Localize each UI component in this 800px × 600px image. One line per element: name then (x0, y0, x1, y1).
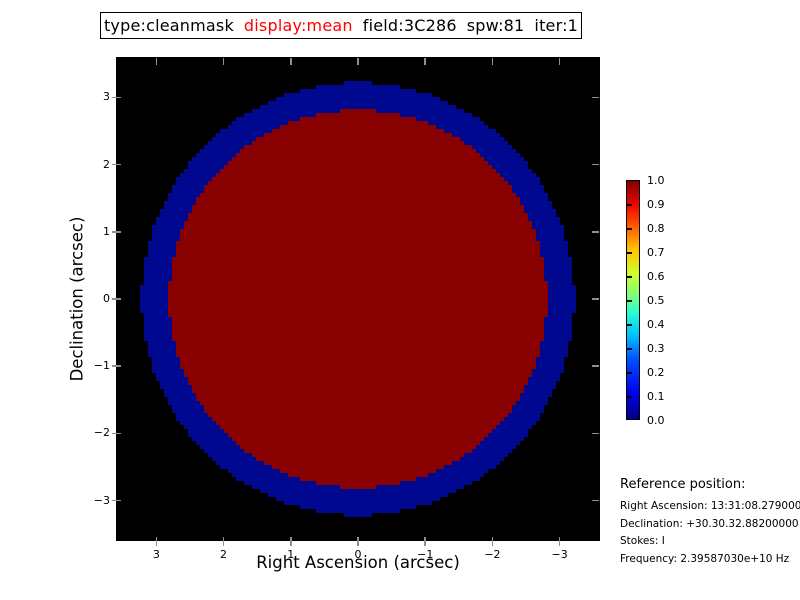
x-axis-tick-bottom (357, 537, 359, 546)
y-axis-tick-left (112, 96, 121, 99)
colorbar-tick (625, 228, 632, 230)
x-axis-tick-bottom (558, 537, 561, 546)
y-axis-tick-right (592, 298, 599, 300)
x-axis-tick-bottom (491, 537, 494, 546)
x-tick-label: 3 (152, 548, 160, 561)
y-axis-tick-left (112, 163, 121, 166)
reference-heading: Reference position: (620, 477, 746, 492)
colorbar-tick-label: 0.2 (647, 366, 665, 379)
title-segment: iter:1 (534, 16, 579, 35)
reference-line: Right Ascension: 13:31:08.27900000 (620, 500, 800, 512)
y-tick-label: 2 (103, 157, 110, 171)
title-segment: field:3C286 (362, 16, 457, 35)
x-axis-tick-top (424, 58, 427, 65)
y-axis-tick-left (112, 298, 121, 300)
reference-line: Frequency: 2.39587030e+10 Hz (620, 552, 790, 565)
plot-area: 3 2 1 0 −1 −2 −3 3 2 1 0 −1 −2 −3 (94, 57, 600, 561)
colorbar-tick (625, 204, 632, 206)
colorbar-tick-label: 0.8 (647, 222, 665, 235)
colorbar-tick (625, 300, 632, 302)
y-axis-tick-right (592, 432, 599, 435)
reference-line: Declination: +30.30.32.88200000 (620, 517, 799, 530)
x-tick-label: −2 (484, 548, 501, 561)
y-axis-tick-left (112, 499, 121, 502)
y-tick-label: 1 (103, 224, 110, 238)
colorbar-tick (625, 372, 632, 374)
x-axis-tick-top (558, 58, 561, 65)
y-tick-label: 0 (103, 292, 110, 305)
image-canvas (116, 57, 600, 541)
y-tick-label: 3 (103, 90, 110, 104)
colorbar-tick-label: 0.0 (647, 414, 665, 427)
title-segment: type:cleanmask (103, 16, 234, 35)
x-axis-tick-top (357, 58, 359, 65)
x-tick-label: 2 (220, 548, 228, 561)
title-segment: display:mean (243, 16, 353, 35)
colorbar-tick-label: 0.9 (647, 198, 665, 211)
y-axis-tick-right (592, 230, 599, 233)
x-axis-tick-bottom (424, 537, 427, 546)
y-tick-label: −1 (93, 359, 110, 373)
colorbar-tick-label: 0.3 (647, 342, 665, 355)
x-tick-label: 1 (287, 548, 295, 561)
y-tick-label: −3 (93, 493, 110, 507)
colorbar-tick (625, 276, 632, 278)
y-axis-tick-right (592, 499, 599, 502)
x-axis-label: Right Ascension (arcsec) (256, 553, 460, 572)
y-axis-label: Declination (arcsec) (67, 216, 87, 382)
colorbar-tick (625, 396, 632, 398)
y-axis-tick-right (592, 365, 599, 368)
colorbar-tick-label: 0.4 (647, 318, 665, 331)
reference-line: Stokes: I (620, 535, 665, 547)
title-box: type:cleanmask display:mean field:3C286 spw… (100, 12, 582, 39)
x-tick-label: −1 (417, 548, 434, 561)
title-segment: spw:81 (466, 16, 525, 35)
x-axis-tick-bottom (155, 537, 158, 546)
y-axis-tick-left (112, 432, 121, 435)
colorbar-tick (625, 252, 632, 254)
colorbar-tick-label: 0.6 (647, 270, 665, 283)
x-axis-tick-top (289, 58, 292, 65)
y-axis-tick-right (592, 163, 599, 166)
colorbar-tick-label: 0.5 (647, 294, 665, 307)
colorbar-tick-label: 0.1 (647, 390, 665, 403)
y-axis-tick-left (112, 365, 121, 368)
y-axis-tick-right (592, 96, 599, 99)
x-axis-tick-bottom (289, 537, 292, 546)
y-axis-tick-left (112, 230, 121, 233)
reference-position-block: Reference position: Right Ascension: 13:… (620, 477, 800, 570)
x-axis-tick-top (222, 58, 225, 65)
colorbar-tick (625, 348, 632, 350)
x-tick-label: −3 (551, 548, 568, 561)
x-axis-tick-top (155, 58, 158, 65)
colorbar: 0.0 0.1 0.2 0.3 0.4 0.5 0.6 0.7 0.8 0.9 1.0 (625, 174, 665, 427)
colorbar-tick-label: 0.7 (647, 246, 665, 259)
colorbar-tick (625, 324, 632, 326)
colorbar-tick-label: 1.0 (647, 174, 665, 187)
y-tick-label: −2 (93, 426, 110, 440)
x-axis-tick-top (491, 58, 494, 65)
x-tick-label: 0 (354, 548, 362, 561)
x-axis-tick-bottom (222, 537, 225, 546)
